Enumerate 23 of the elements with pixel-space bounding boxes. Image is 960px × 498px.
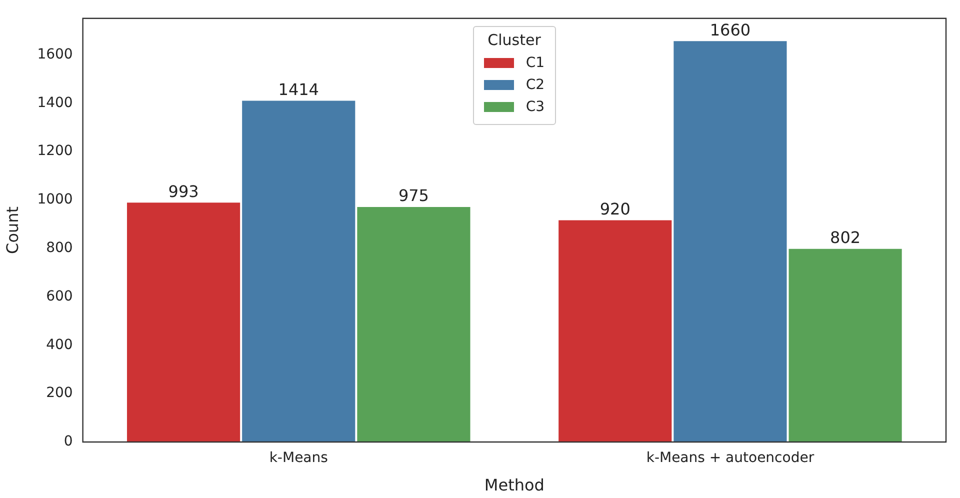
legend-title: Cluster [486, 31, 542, 50]
y-tick-label: 0 [64, 434, 73, 450]
y-axis-title: Count [2, 206, 22, 254]
data-label: 1660 [710, 20, 751, 40]
data-label: 1414 [278, 80, 319, 99]
legend-label: C1 [526, 55, 545, 72]
x-axis-title: Method [484, 476, 544, 495]
data-label: 993 [168, 182, 199, 201]
y-tick-label: 600 [46, 288, 73, 304]
data-label: 802 [830, 228, 861, 248]
y-tick-label: 1600 [37, 46, 73, 62]
data-label: 975 [398, 186, 429, 206]
y-tick-label: 1200 [37, 143, 73, 160]
y-tick-label: 200 [46, 385, 73, 402]
y-tick-label: 400 [46, 336, 73, 353]
x-tick-label: k-Means [269, 450, 328, 466]
x-tick-label: k-Means + autoencoder [646, 450, 814, 466]
y-tick-label: 800 [46, 240, 73, 256]
legend-label: C2 [526, 77, 545, 94]
data-label: 920 [600, 199, 630, 218]
y-tick-label: 1400 [37, 94, 73, 111]
y-tick-label: 1000 [37, 192, 73, 208]
legend-label: C3 [526, 99, 545, 116]
